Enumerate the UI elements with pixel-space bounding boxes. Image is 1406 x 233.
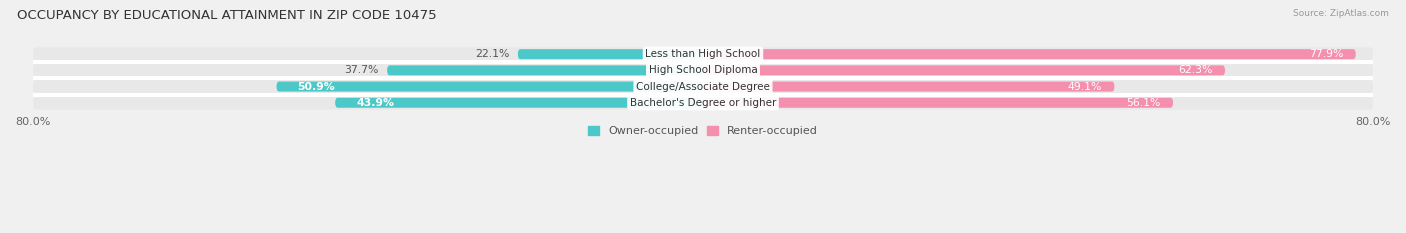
FancyBboxPatch shape [277,82,703,92]
Legend: Owner-occupied, Renter-occupied: Owner-occupied, Renter-occupied [583,121,823,140]
Text: 22.1%: 22.1% [475,49,509,59]
FancyBboxPatch shape [703,65,1225,75]
Text: High School Diploma: High School Diploma [648,65,758,75]
Text: 43.9%: 43.9% [356,98,394,108]
Text: 50.9%: 50.9% [298,82,335,92]
FancyBboxPatch shape [32,63,1374,77]
FancyBboxPatch shape [703,49,1355,59]
FancyBboxPatch shape [517,49,703,59]
Text: Source: ZipAtlas.com: Source: ZipAtlas.com [1294,9,1389,18]
FancyBboxPatch shape [32,96,1374,110]
Text: College/Associate Degree: College/Associate Degree [636,82,770,92]
Text: OCCUPANCY BY EDUCATIONAL ATTAINMENT IN ZIP CODE 10475: OCCUPANCY BY EDUCATIONAL ATTAINMENT IN Z… [17,9,436,22]
FancyBboxPatch shape [387,65,703,75]
Text: Bachelor's Degree or higher: Bachelor's Degree or higher [630,98,776,108]
FancyBboxPatch shape [32,47,1374,61]
FancyBboxPatch shape [335,98,703,108]
Text: 49.1%: 49.1% [1067,82,1102,92]
FancyBboxPatch shape [703,98,1173,108]
Text: 37.7%: 37.7% [344,65,378,75]
Text: Less than High School: Less than High School [645,49,761,59]
FancyBboxPatch shape [703,82,1115,92]
Text: 77.9%: 77.9% [1309,49,1343,59]
FancyBboxPatch shape [32,80,1374,93]
Text: 56.1%: 56.1% [1126,98,1160,108]
Text: 62.3%: 62.3% [1178,65,1212,75]
